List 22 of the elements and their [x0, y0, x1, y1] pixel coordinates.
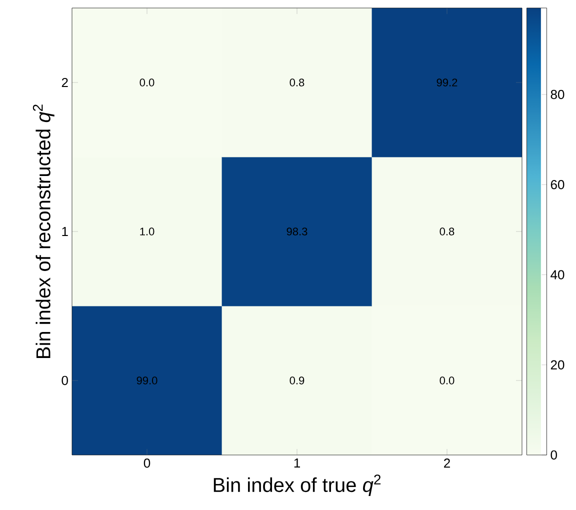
y-tick-label: 0	[62, 376, 68, 386]
data-label: 0.0	[440, 376, 454, 384]
color-bar-label: 20	[550, 360, 564, 370]
data-label: 98.3	[286, 228, 308, 236]
data-label: 0.8	[440, 228, 454, 236]
data-label: 1.0	[140, 228, 154, 236]
data-label: 0.9	[290, 376, 304, 384]
color-bar-label: 60	[550, 180, 564, 190]
color-bar-label: 0	[550, 450, 557, 460]
data-label: 99.2	[436, 78, 458, 86]
y-tick-label: 1	[62, 227, 68, 236]
x-tick-label: 2	[444, 458, 450, 468]
color-bar-label: 80	[550, 90, 564, 100]
x-tick-label: 1	[294, 458, 300, 468]
data-label: 99.0	[136, 376, 158, 384]
y-tick-label: 2	[62, 78, 68, 88]
color-bar-label: 40	[550, 270, 564, 280]
x-tick-label: 0	[144, 458, 150, 468]
data-label: 0.8	[290, 78, 304, 86]
x-axis-title: Bin index of true q$^{2}$	[214, 474, 381, 496]
y-axis-title: Bin index of reconstructed q$^{2}$	[32, 104, 54, 358]
data-label: 0.0	[140, 78, 154, 86]
